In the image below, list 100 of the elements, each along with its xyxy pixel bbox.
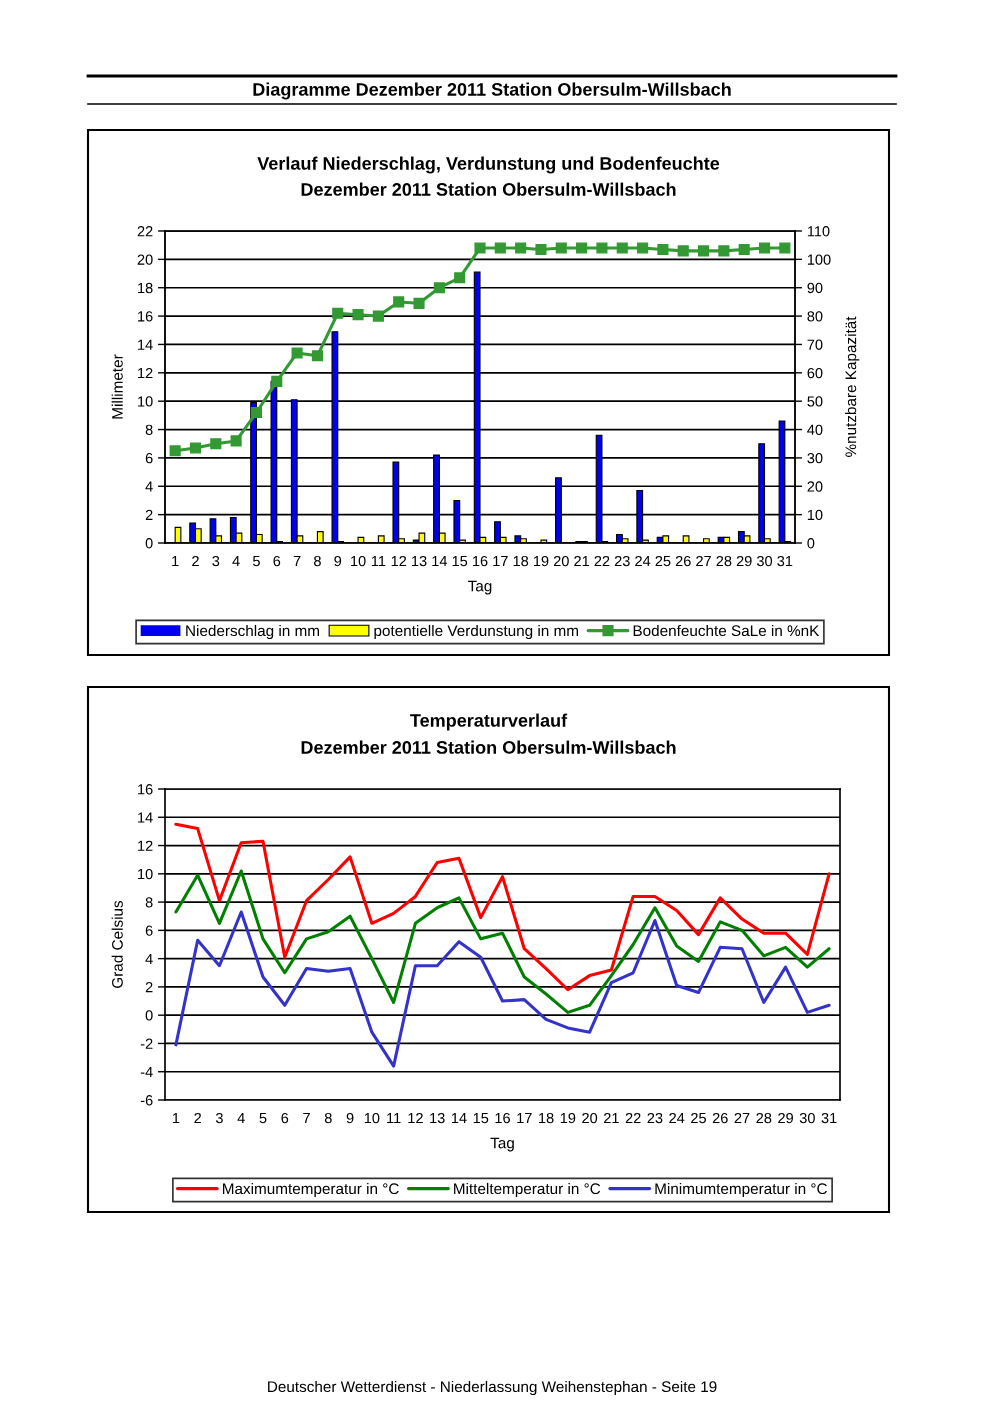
x-tick-label: 20 <box>582 1112 598 1124</box>
x-tick-label: 23 <box>647 1112 663 1124</box>
y2-axis-title: %nutzbare Kapazität <box>845 316 860 457</box>
x-tick-label: 20 <box>553 555 569 567</box>
chart-title: Temperaturverlauf <box>410 713 568 731</box>
x-tick-label: 18 <box>513 555 529 567</box>
y2-tick-label: 60 <box>807 367 823 379</box>
y-tick-label: 12 <box>138 367 153 379</box>
x-axis-title: Tag <box>468 580 492 595</box>
x-tick-label: 29 <box>736 555 752 567</box>
x-axis-title: Tag <box>490 1137 514 1152</box>
x-tick-label: 16 <box>495 1112 510 1124</box>
x-tick-label: 28 <box>716 555 732 567</box>
x-tick-label: 9 <box>346 1112 354 1124</box>
y-tick-label: 0 <box>145 538 153 549</box>
y2-tick-label: 10 <box>807 509 823 521</box>
x-tick-label: 25 <box>655 555 671 567</box>
y-tick-label: 8 <box>145 897 153 908</box>
x-tick-label: 30 <box>799 1112 815 1124</box>
x-tick-label: 24 <box>669 1112 685 1124</box>
x-tick-label: 8 <box>324 1112 332 1124</box>
y2-tick-label: 30 <box>807 453 823 464</box>
x-tick-label: 29 <box>778 1112 793 1124</box>
y2-tick-label: 80 <box>807 311 823 322</box>
y-tick-label: 4 <box>145 953 153 964</box>
x-tick-label: 14 <box>432 556 448 567</box>
y-tick-label: 8 <box>145 424 153 435</box>
x-tick-label: 16 <box>473 555 488 567</box>
x-tick-label: 15 <box>473 1113 489 1124</box>
y-tick-label: 10 <box>138 396 153 407</box>
x-tick-label: 15 <box>452 556 468 567</box>
x-tick-label: 23 <box>614 555 630 567</box>
y-tick-label: 6 <box>145 925 153 936</box>
y-tick-label: 20 <box>137 254 153 265</box>
x-tick-label: 22 <box>625 1112 641 1124</box>
x-tick-label: 22 <box>594 555 610 567</box>
x-tick-label: 2 <box>194 1112 201 1124</box>
x-tick-label: 13 <box>412 555 427 567</box>
text: Diagramme Dezember 2011 Station Obersulm-Willsbach <box>253 82 731 100</box>
y-tick-label: 16 <box>138 311 153 322</box>
legend-label: Niederschlag in mm <box>186 624 319 640</box>
y2-tick-label: 20 <box>807 481 823 492</box>
y2-tick-label: 100 <box>807 254 831 265</box>
x-tick-label: 31 <box>777 555 793 567</box>
x-tick-label: 19 <box>533 555 549 567</box>
x-tick-label: 14 <box>451 1113 467 1124</box>
x-tick-label: 12 <box>391 555 407 567</box>
x-tick-label: 13 <box>430 1112 445 1124</box>
chart-subtitle: Dezember 2011 Station Obersulm-Willsbach <box>301 182 676 196</box>
x-tick-label: 2 <box>192 555 199 567</box>
x-tick-label: 9 <box>334 555 342 567</box>
x-tick-label: 6 <box>273 555 281 567</box>
x-tick-label: 28 <box>756 1112 772 1124</box>
x-tick-label: 10 <box>364 1112 380 1124</box>
x-tick-label: 5 <box>259 1113 267 1124</box>
x-tick-label: 4 <box>232 556 240 567</box>
text: Deutscher Wetterdienst - Niederlassung Weihenstephan - Seite 19 <box>268 1380 717 1396</box>
y-tick-label: 14 <box>138 812 153 823</box>
x-tick-label: 24 <box>635 555 651 567</box>
y-tick-label: 0 <box>145 1010 153 1021</box>
x-tick-label: 31 <box>821 1112 837 1124</box>
y-tick-label: 10 <box>138 868 153 880</box>
x-tick-label: 25 <box>691 1112 706 1124</box>
x-tick-label: 17 <box>517 1113 532 1124</box>
x-tick-label: 17 <box>493 556 508 567</box>
x-tick-label: 27 <box>696 555 711 567</box>
x-tick-label: 10 <box>351 555 366 567</box>
chart-subtitle: Dezember 2011 Station Obersulm-Willsbach <box>301 740 676 754</box>
y-tick-label: 14 <box>138 339 153 350</box>
y-tick-label: 22 <box>137 226 153 237</box>
legend-label: Minimumtemperatur in °C <box>655 1182 827 1198</box>
y-tick-label: 18 <box>138 282 153 294</box>
legend-label: potentielle Verdunstung in mm <box>374 624 578 640</box>
y-tick-label: 2 <box>145 982 153 993</box>
x-tick-label: 6 <box>281 1112 289 1124</box>
x-tick-label: 1 <box>172 1113 180 1124</box>
x-tick-label: 1 <box>172 556 179 567</box>
y-tick-label: -6 <box>140 1095 153 1106</box>
y2-tick-label: 0 <box>807 538 815 549</box>
x-tick-label: 7 <box>293 556 301 567</box>
y-tick-label: 4 <box>145 481 153 492</box>
y2-tick-label: 40 <box>807 424 823 435</box>
chart-title: Verlauf Niederschlag, Verdunstung und Bodenfeuchte <box>257 156 720 174</box>
x-tick-label: 11 <box>387 1113 401 1124</box>
y-tick-label: -4 <box>140 1066 153 1078</box>
y-axis-title: Grad Celsius <box>111 900 123 988</box>
x-tick-label: 12 <box>408 1112 423 1124</box>
x-tick-label: 7 <box>303 1113 310 1124</box>
x-tick-label: 27 <box>734 1112 750 1124</box>
x-tick-label: 26 <box>675 555 691 567</box>
y2-tick-label: 70 <box>807 339 823 350</box>
x-tick-label: 30 <box>756 555 773 567</box>
y-axis-title: Millimeter <box>111 354 123 419</box>
x-tick-label: 8 <box>314 555 321 567</box>
x-tick-label: 26 <box>712 1112 728 1124</box>
y-tick-label: 2 <box>145 509 153 520</box>
x-tick-label: 3 <box>215 1112 223 1124</box>
y-tick-label: 16 <box>138 784 153 795</box>
x-tick-label: 19 <box>560 1112 576 1124</box>
x-tick-label: 18 <box>539 1112 554 1124</box>
